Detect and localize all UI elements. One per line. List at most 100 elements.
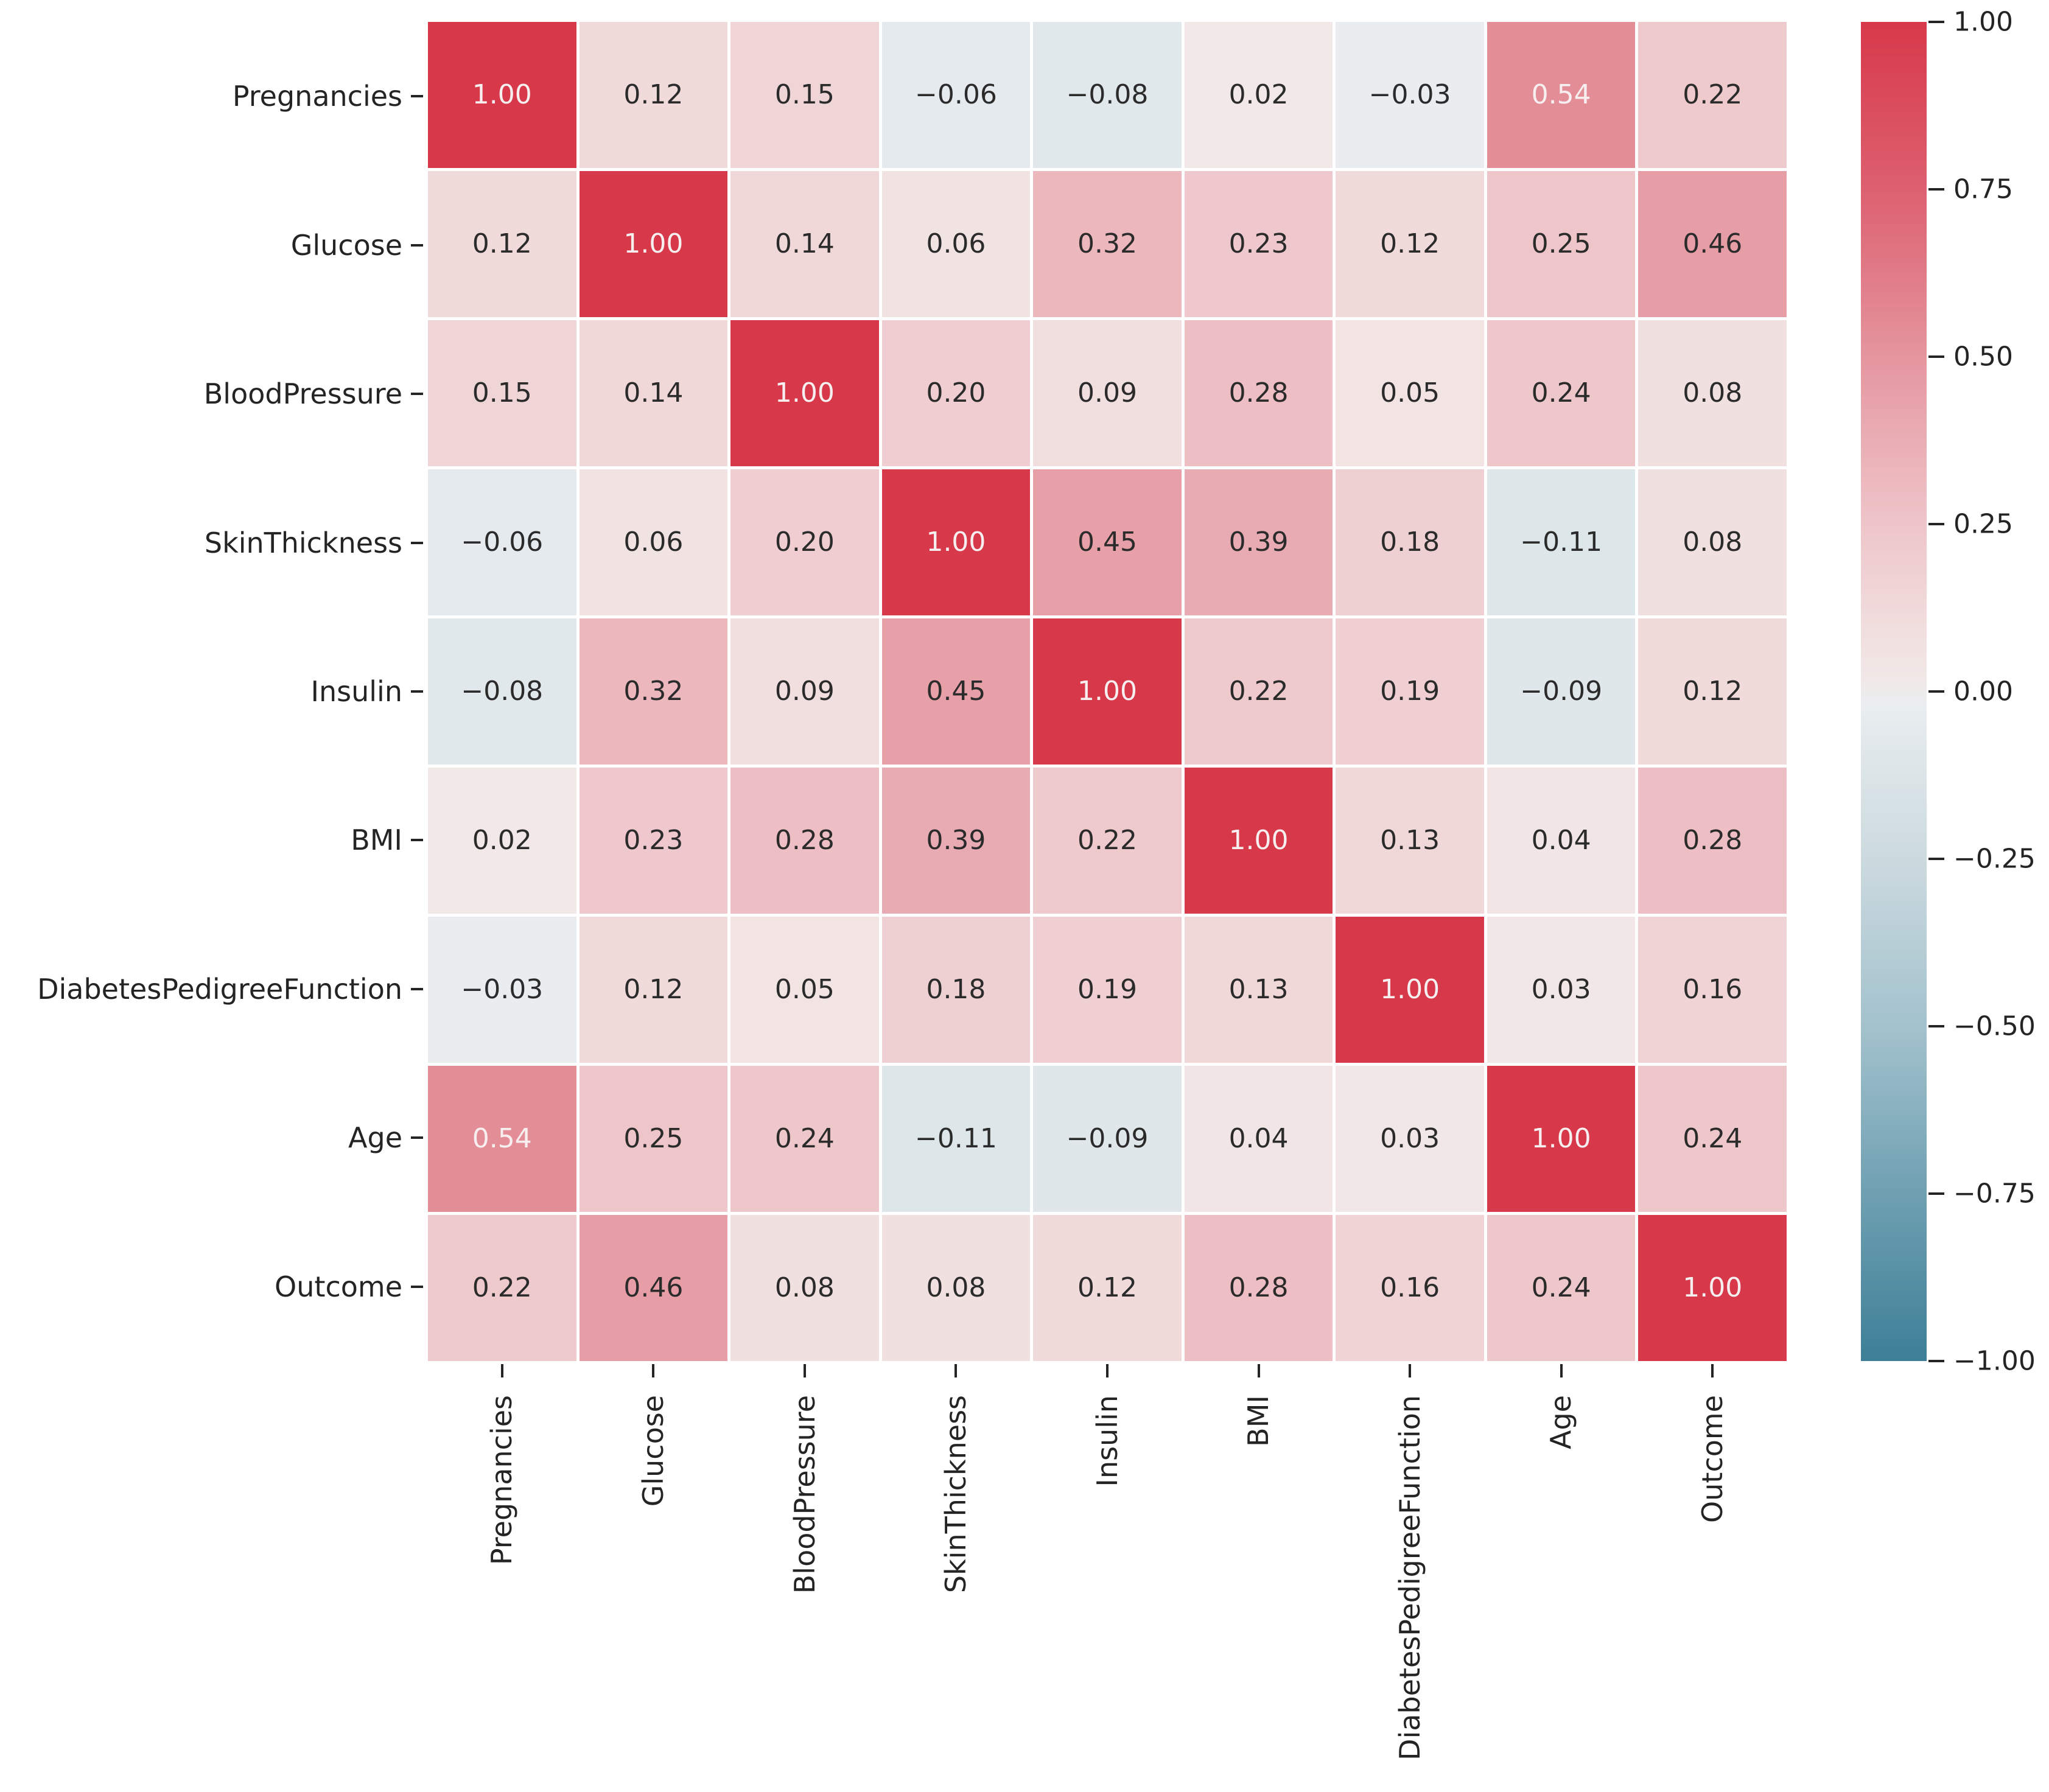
heatmap-cell: 0.22 (1184, 618, 1333, 765)
heatmap-cell: 0.22 (428, 1215, 576, 1361)
heatmap-cell: 0.02 (428, 768, 576, 914)
colorbar-tick-label: 0.25 (1953, 508, 2013, 540)
y-axis-tick-mark (411, 987, 423, 990)
heatmap-cell: 0.25 (1487, 171, 1636, 317)
colorbar-tick-mark (1928, 523, 1944, 525)
heatmap-cell: −0.06 (428, 469, 576, 615)
y-axis-tick-mark (411, 839, 423, 842)
heatmap-cell: 0.03 (1487, 917, 1636, 1063)
heatmap-cell: −0.08 (1033, 22, 1182, 168)
heatmap-cell: 1.00 (1184, 768, 1333, 914)
colorbar-tick-label: 0.75 (1953, 173, 2013, 205)
heatmap-cell: 0.12 (579, 917, 728, 1063)
x-axis-label: Pregnancies (485, 1395, 519, 1566)
x-axis-tick-slot (1336, 1364, 1484, 1379)
y-axis-tick-mark (411, 95, 423, 98)
heatmap-cell: 0.20 (881, 320, 1031, 466)
y-axis-label: SkinThickness (204, 526, 402, 559)
heatmap-cell: 0.03 (1336, 1066, 1484, 1212)
heatmap-cell: 1.00 (1336, 917, 1484, 1063)
x-axis-tick-slot (882, 1364, 1031, 1379)
colorbar-tick-label: −1.00 (1953, 1345, 2036, 1377)
heatmap-cell: 0.12 (579, 22, 728, 168)
colorbar-tick-mark (1928, 1192, 1944, 1195)
x-axis-tick-slot (428, 1364, 576, 1379)
x-axis-tick-mark (500, 1364, 503, 1377)
heatmap-cell: 0.16 (1638, 917, 1787, 1063)
colorbar-tick-label: −0.25 (1953, 843, 2036, 875)
y-axis-label-row: Insulin (0, 617, 428, 766)
x-axis-label-slot: SkinThickness (882, 1395, 1031, 1785)
colorbar-tick-mark (1928, 355, 1944, 358)
heatmap-cell: 0.24 (1487, 1215, 1636, 1361)
x-axis-tick-slot (1185, 1364, 1333, 1379)
x-axis-label-slot: BMI (1185, 1395, 1333, 1785)
y-axis-label: Outcome (275, 1270, 402, 1303)
y-axis-tick-mark (411, 393, 423, 396)
heatmap-cell: 0.12 (428, 171, 576, 317)
y-axis-label-row: BMI (0, 766, 428, 914)
x-axis-label: Insulin (1090, 1395, 1124, 1487)
x-axis-label: DiabetesPedigreeFunction (1393, 1395, 1426, 1760)
colorbar-tick-mark (1928, 188, 1944, 191)
heatmap-cell: 0.32 (1033, 171, 1182, 317)
heatmap-cell: 0.04 (1487, 768, 1636, 914)
x-axis-label-slot: DiabetesPedigreeFunction (1336, 1395, 1484, 1785)
heatmap-cell: 0.19 (1033, 917, 1182, 1063)
y-axis-label-row: Outcome (0, 1213, 428, 1361)
heatmap-cell: 0.05 (1336, 320, 1484, 466)
heatmap-cell: −0.06 (881, 22, 1031, 168)
heatmap-cell: 0.54 (1487, 22, 1636, 168)
heatmap-cell: 0.32 (579, 618, 728, 765)
x-axis-labels: Pregnancies Glucose BloodPressure SkinThick… (428, 1395, 1787, 1785)
heatmap-cell: 0.22 (1638, 22, 1787, 168)
heatmap-cell: 0.15 (428, 320, 576, 466)
y-axis-label-row: Glucose (0, 170, 428, 319)
heatmap-cell: −0.03 (1336, 22, 1484, 168)
y-axis-label: Pregnancies (232, 80, 402, 113)
colorbar-tick-label: 0.50 (1953, 341, 2013, 373)
heatmap-cell: 0.28 (1638, 768, 1787, 914)
x-axis-tick-slot (1638, 1364, 1787, 1379)
y-axis-tick-mark (411, 541, 423, 544)
heatmap-cell: 0.09 (730, 618, 879, 765)
x-axis-tick-slot (1033, 1364, 1182, 1379)
heatmap-cell: 0.19 (1336, 618, 1484, 765)
heatmap-cell: 0.14 (579, 320, 728, 466)
x-axis-tick-slot (580, 1364, 728, 1379)
heatmap-cell: 0.13 (1184, 917, 1333, 1063)
colorbar-gradient (1861, 22, 1927, 1361)
heatmap-cell: 0.06 (881, 171, 1031, 317)
x-axis-label-slot: Glucose (580, 1395, 728, 1785)
x-axis-label-slot: Insulin (1033, 1395, 1182, 1785)
x-axis-label: Age (1544, 1395, 1578, 1449)
heatmap-cell: 0.28 (730, 768, 879, 914)
x-axis-label-slot: Outcome (1638, 1395, 1787, 1785)
heatmap-cell: 0.09 (1033, 320, 1182, 466)
colorbar-tick-mark (1928, 1025, 1944, 1027)
heatmap-cell: −0.09 (1033, 1066, 1182, 1212)
y-axis-labels: Pregnancies Glucose BloodPressure SkinThick… (0, 22, 428, 1361)
y-axis-tick-mark (411, 1136, 423, 1139)
heatmap-cell: 0.23 (1184, 171, 1333, 317)
heatmap-cell: 0.12 (1033, 1215, 1182, 1361)
y-axis-label: DiabetesPedigreeFunction (37, 972, 402, 1006)
x-axis-tick-slot (730, 1364, 879, 1379)
x-axis-label: Glucose (637, 1395, 670, 1507)
colorbar-tick-mark (1928, 21, 1944, 23)
heatmap-cell: 0.28 (1184, 1215, 1333, 1361)
heatmap-cell: 0.06 (579, 469, 728, 615)
heatmap-cell: 0.08 (730, 1215, 879, 1361)
x-axis-tick-mark (1257, 1364, 1260, 1377)
y-axis-tick-mark (411, 1285, 423, 1288)
x-axis-label: BloodPressure (788, 1395, 821, 1594)
heatmap-cell: 0.14 (730, 171, 879, 317)
heatmap-cell: −0.09 (1487, 618, 1636, 765)
heatmap-cell: 1.00 (1487, 1066, 1636, 1212)
heatmap-cell: 0.45 (881, 618, 1031, 765)
heatmap-cell: 0.22 (1033, 768, 1182, 914)
x-axis-tick-mark (803, 1364, 806, 1377)
colorbar-tick-label: 1.00 (1953, 6, 2013, 38)
y-axis-tick-mark (411, 690, 423, 693)
